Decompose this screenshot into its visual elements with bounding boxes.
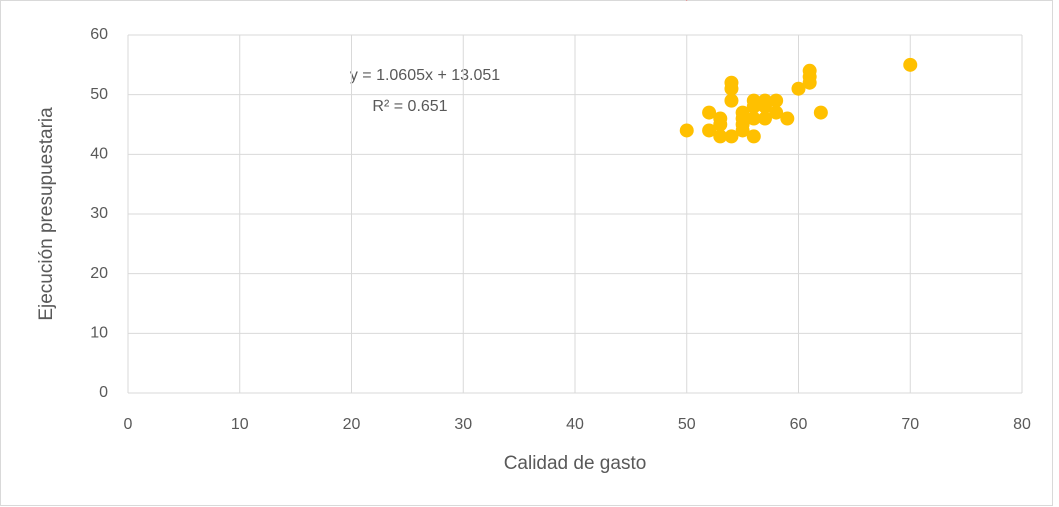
x-tick-label: 20 — [343, 416, 361, 433]
scatter-point — [679, 123, 694, 138]
scatter-point — [769, 93, 784, 108]
x-tick-label: 50 — [678, 416, 696, 433]
y-tick-label: 60 — [90, 26, 108, 43]
x-tick-label: 10 — [231, 416, 249, 433]
x-axis-label: Calidad de gasto — [504, 453, 647, 474]
scatter-point — [713, 129, 728, 144]
y-tick-label: 50 — [90, 86, 108, 103]
scatter-point — [735, 111, 750, 126]
y-tick-label: 10 — [90, 325, 108, 342]
y-tick-label: 30 — [90, 205, 108, 222]
scatter-point — [769, 105, 784, 120]
scatter-point — [757, 99, 772, 114]
y-tick-label: 0 — [99, 384, 108, 401]
trendline-r2: R² = 0.651 — [372, 98, 447, 115]
scatter-point — [724, 81, 739, 96]
scatter-point — [802, 75, 817, 90]
x-tick-label: 60 — [790, 416, 808, 433]
scatter-point — [757, 111, 772, 126]
scatter-point — [746, 129, 761, 144]
x-tick-label: 0 — [124, 416, 133, 433]
scatter-point — [724, 93, 739, 108]
scatter-point — [903, 57, 918, 72]
y-axis-label: Ejecución presupuestaria — [36, 107, 57, 321]
scatter-point — [791, 81, 806, 96]
y-tick-label: 20 — [90, 265, 108, 282]
scatter-point — [813, 105, 828, 120]
y-tick-label: 40 — [90, 146, 108, 163]
scatter-point — [746, 111, 761, 126]
scatter-point — [702, 123, 717, 138]
scatter-point — [746, 99, 761, 114]
scatter-point — [724, 129, 739, 144]
x-tick-label: 40 — [566, 416, 584, 433]
scatter-point — [780, 111, 795, 126]
x-tick-label: 30 — [454, 416, 472, 433]
x-tick-label: 80 — [1013, 416, 1031, 433]
trendline-equation: y = 1.0605x + 13.051 — [350, 67, 500, 84]
x-tick-label: 70 — [901, 416, 919, 433]
scatter-point — [713, 117, 728, 132]
scatter-point — [702, 105, 717, 120]
